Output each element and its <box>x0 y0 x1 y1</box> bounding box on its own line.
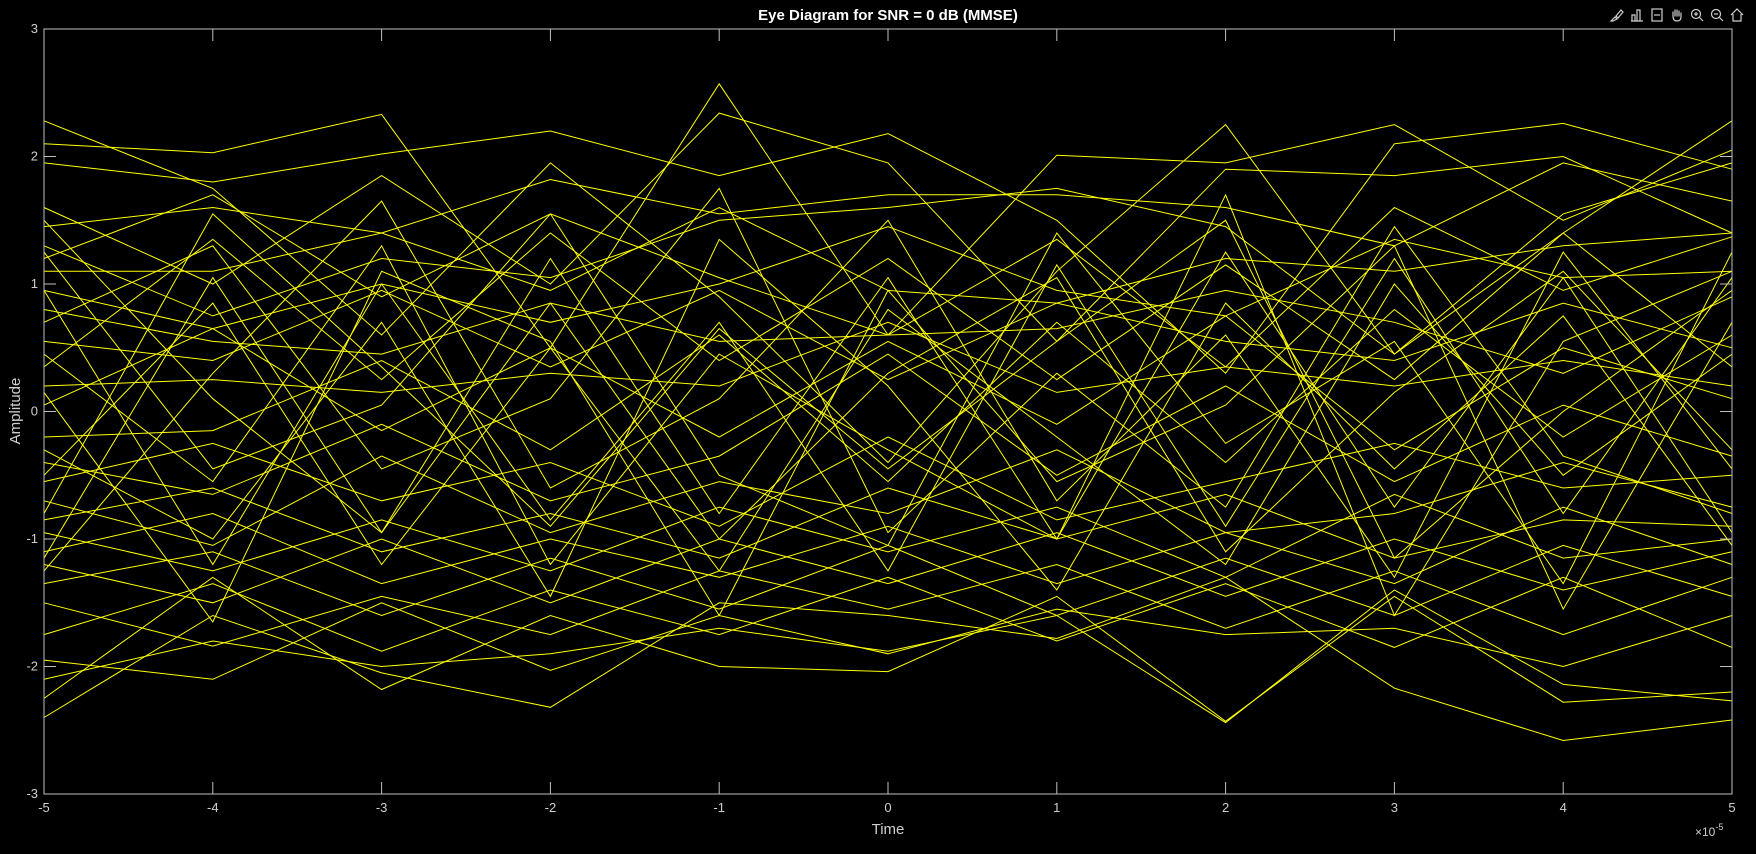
trace-line-26 <box>43 602 1733 680</box>
trace-line-39 <box>43 213 1733 559</box>
pan-hand-icon[interactable] <box>1668 6 1686 24</box>
x-tick-label: 5 <box>1728 800 1735 815</box>
x-tick-label: 0 <box>884 800 891 815</box>
x-tick-label: -5 <box>38 800 50 815</box>
trace-line-2 <box>43 82 1733 349</box>
y-tick-label: -1 <box>26 531 38 546</box>
y-tick-label: 3 <box>31 21 38 36</box>
trace-line-5 <box>43 162 1733 247</box>
trace-line-3 <box>43 122 1733 375</box>
trace-line-8 <box>44 206 1733 304</box>
x-tick-label: -4 <box>207 800 219 815</box>
y-tick-label: 1 <box>31 276 38 291</box>
trace-line-17 <box>43 436 1733 527</box>
x-axis-label: Time <box>872 821 905 838</box>
y-tick-label: 2 <box>31 149 38 164</box>
trace-line-30 <box>43 257 1733 572</box>
chart-title: Eye Diagram for SNR = 0 dB (MMSE) <box>758 7 1018 24</box>
x-tick-label: 2 <box>1222 800 1229 815</box>
trace-line-40 <box>43 244 1733 623</box>
figure-toolbar <box>1608 6 1746 24</box>
trace-line-19 <box>43 487 1733 559</box>
trace-line-38 <box>43 219 1733 553</box>
axes-box <box>43 28 1733 795</box>
y-axis-ticks: -3 -2 -1 0 1 2 3 <box>26 21 1732 801</box>
trace-line-14 <box>43 315 1733 451</box>
trace-line-10 <box>43 289 1733 374</box>
y-tick-label: -2 <box>26 659 38 674</box>
trace-line-24 <box>43 563 1733 647</box>
trace-line-23 <box>43 544 1733 617</box>
trace-line-29 <box>43 589 1733 724</box>
x-tick-label: -1 <box>713 800 725 815</box>
zoom-out-icon[interactable] <box>1708 6 1726 24</box>
trace-line-25 <box>43 576 1733 652</box>
trace-line-31 <box>43 251 1733 559</box>
trace-line-22 <box>43 532 1733 604</box>
zoom-in-icon[interactable] <box>1688 6 1706 24</box>
trace-line-12 <box>43 232 1733 381</box>
x-exponent-label: ×10-5 <box>1695 822 1723 839</box>
y-axis-label: Amplitude <box>7 378 24 445</box>
restore-view-icon[interactable] <box>1648 6 1666 24</box>
trace-line-4 <box>43 112 1733 343</box>
trace-line-20 <box>43 493 1733 578</box>
trace-line-28 <box>43 576 1733 742</box>
data-tips-icon[interactable] <box>1628 6 1646 24</box>
trace-group <box>43 82 1733 742</box>
x-tick-label: 3 <box>1391 800 1398 815</box>
y-tick-label: -3 <box>26 786 38 801</box>
trace-line-33 <box>43 283 1733 572</box>
x-tick-label: -3 <box>376 800 388 815</box>
x-tick-label: 4 <box>1560 800 1567 815</box>
home-icon[interactable] <box>1728 6 1746 24</box>
trace-line-11 <box>43 289 1733 381</box>
trace-line-37 <box>43 238 1733 598</box>
y-tick-label: 0 <box>31 404 38 419</box>
trace-line-18 <box>43 449 1733 546</box>
x-tick-label: 1 <box>1053 800 1060 815</box>
trace-line-1 <box>43 120 1733 464</box>
trace-line-9 <box>43 226 1733 330</box>
x-axis-ticks: -5 -4 -3 -2 -1 0 1 2 3 4 5 <box>38 29 1736 815</box>
trace-line-27 <box>43 576 1733 722</box>
trace-line-32 <box>43 193 1733 617</box>
brush-icon[interactable] <box>1608 6 1626 24</box>
trace-line-6 <box>43 162 1733 355</box>
trace-line-34 <box>43 213 1733 585</box>
x-tick-label: -2 <box>545 800 557 815</box>
trace-line-35 <box>43 200 1733 579</box>
